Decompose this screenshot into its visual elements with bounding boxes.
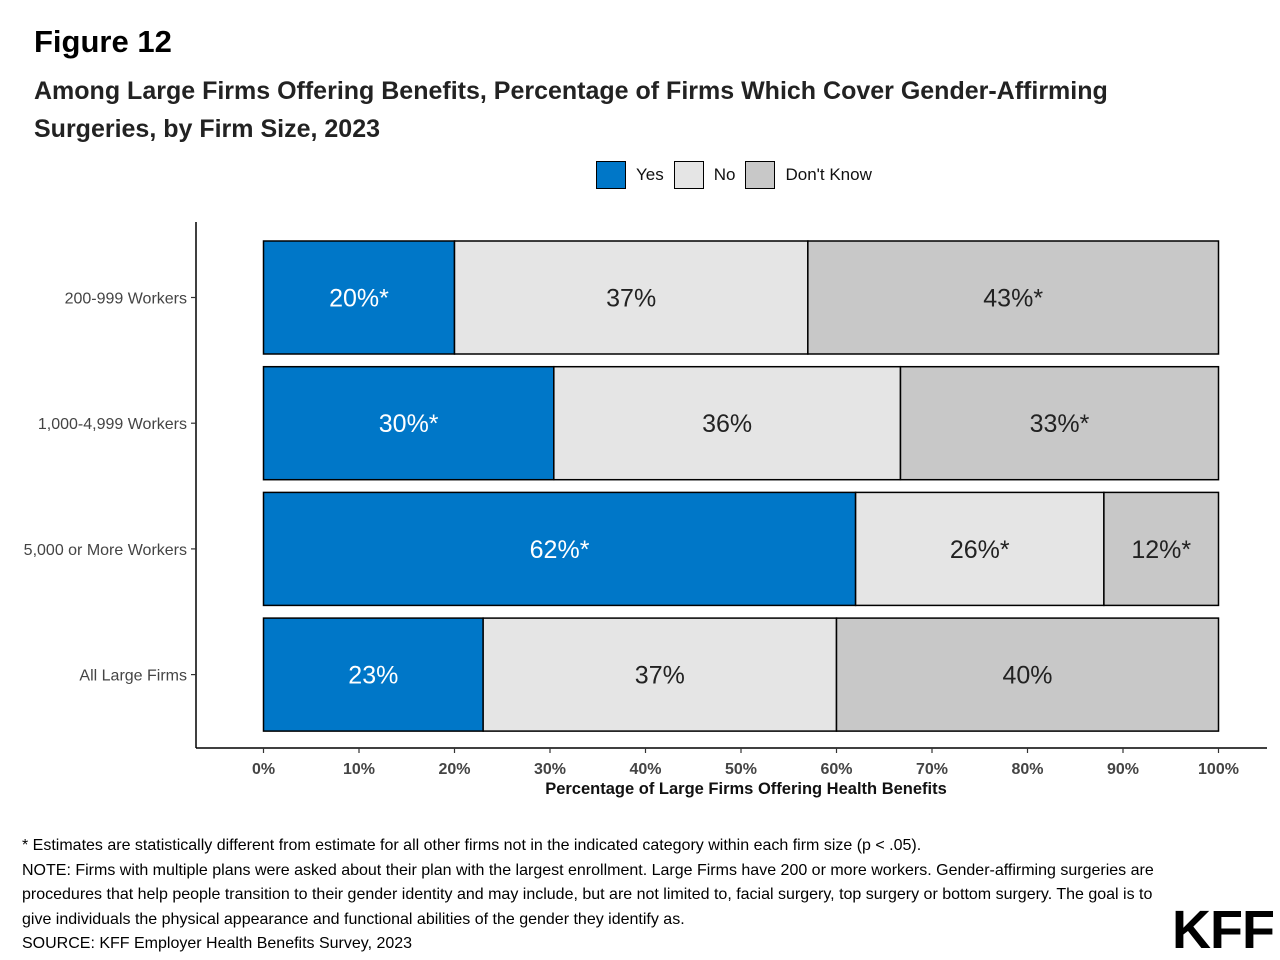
legend-label-no: No [713, 165, 736, 184]
y-tick-label-all-large-firms: All Large Firms [79, 668, 187, 685]
x-tick-label-40: 40% [629, 761, 661, 778]
x-tick-label-70: 70% [916, 761, 948, 778]
x-tick-label-10: 10% [343, 761, 375, 778]
legend-item-no: No [673, 161, 736, 189]
data-label-yes-5-000-or-more-workers: 62%* [530, 536, 590, 564]
x-tick-label-50: 50% [725, 761, 757, 778]
data-label-no-1-000-4-999-workers: 36% [702, 410, 752, 438]
data-label-don-t-know-1-000-4-999-workers: 33%* [1030, 410, 1090, 438]
bar-don-t-know-5-000-or-more-workers [1103, 491, 1220, 607]
x-tick-label-100: 100% [1198, 761, 1239, 778]
stacked-bar-chart: 20%* 37% 43%* 200-999 Workers 30%* 36% 33%* 1,0… [24, 222, 1267, 798]
x-axis-title: Percentage of Large Firms Offering Healt… [545, 780, 947, 798]
footnote-source: SOURCE: KFF Employer Health Benefits Sur… [22, 935, 413, 952]
x-tick-label-30: 30% [534, 761, 566, 778]
data-label-no-all-large-firms: 37% [635, 662, 685, 690]
legend-label-dont-know: Don't Know [785, 165, 872, 184]
x-tick-label-80: 80% [1011, 761, 1043, 778]
legend-swatch-yes [596, 161, 626, 189]
legend-label-yes: Yes [636, 165, 664, 184]
bar-don-t-know-1-000-4-999-workers [899, 365, 1220, 481]
x-tick-label-90: 90% [1107, 761, 1139, 778]
x-tick-label-0: 0% [252, 761, 275, 778]
chart-title: Among Large Firms Offering Benefits, Per… [34, 77, 1108, 143]
y-tick-label-200-999-workers: 200-999 Workers [65, 291, 187, 308]
x-tick-label-60: 60% [820, 761, 852, 778]
bar-no-5-000-or-more-workers [854, 491, 1105, 607]
data-label-yes-200-999-workers: 20%* [329, 285, 389, 313]
x-tick-label-20: 20% [438, 761, 470, 778]
bar-don-t-know-all-large-firms [835, 617, 1220, 732]
data-label-don-t-know-200-999-workers: 43%* [983, 285, 1043, 313]
bar-yes-5-000-or-more-workers [262, 491, 857, 607]
bar-no-1-000-4-999-workers [553, 365, 902, 481]
data-label-don-t-know-all-large-firms: 40% [1002, 662, 1052, 690]
kff-logo: KFF [1172, 900, 1275, 960]
data-label-no-5-000-or-more-workers: 26%* [950, 536, 1010, 564]
y-tick-label-1-000-4-999-workers: 1,000-4,999 Workers [38, 416, 187, 433]
data-label-don-t-know-5-000-or-more-workers: 12%* [1131, 536, 1191, 564]
figure-label: Figure 12 [34, 24, 172, 59]
legend: Yes No Don't Know [596, 160, 882, 190]
bar-no-all-large-firms [482, 617, 838, 732]
data-label-no-200-999-workers: 37% [606, 285, 656, 313]
data-label-yes-1-000-4-999-workers: 30%* [379, 410, 439, 438]
legend-item-yes: Yes [596, 161, 664, 189]
bar-yes-1-000-4-999-workers [262, 365, 555, 481]
footnote-note: NOTE: Firms with multiple plans were ask… [22, 861, 1154, 928]
legend-item-dont-know: Don't Know [745, 161, 872, 189]
y-tick-label-5-000-or-more-workers: 5,000 or More Workers [24, 542, 187, 559]
legend-swatch-dont-know [745, 161, 776, 189]
footnotes: * Estimates are statistically different … [22, 834, 1172, 957]
bar-no-200-999-workers [453, 240, 809, 355]
data-label-yes-all-large-firms: 23% [348, 662, 398, 690]
bar-yes-200-999-workers [262, 240, 456, 355]
legend-swatch-no [673, 161, 704, 189]
bar-don-t-know-200-999-workers [807, 240, 1220, 355]
footnote-significance: * Estimates are statistically different … [22, 837, 922, 854]
